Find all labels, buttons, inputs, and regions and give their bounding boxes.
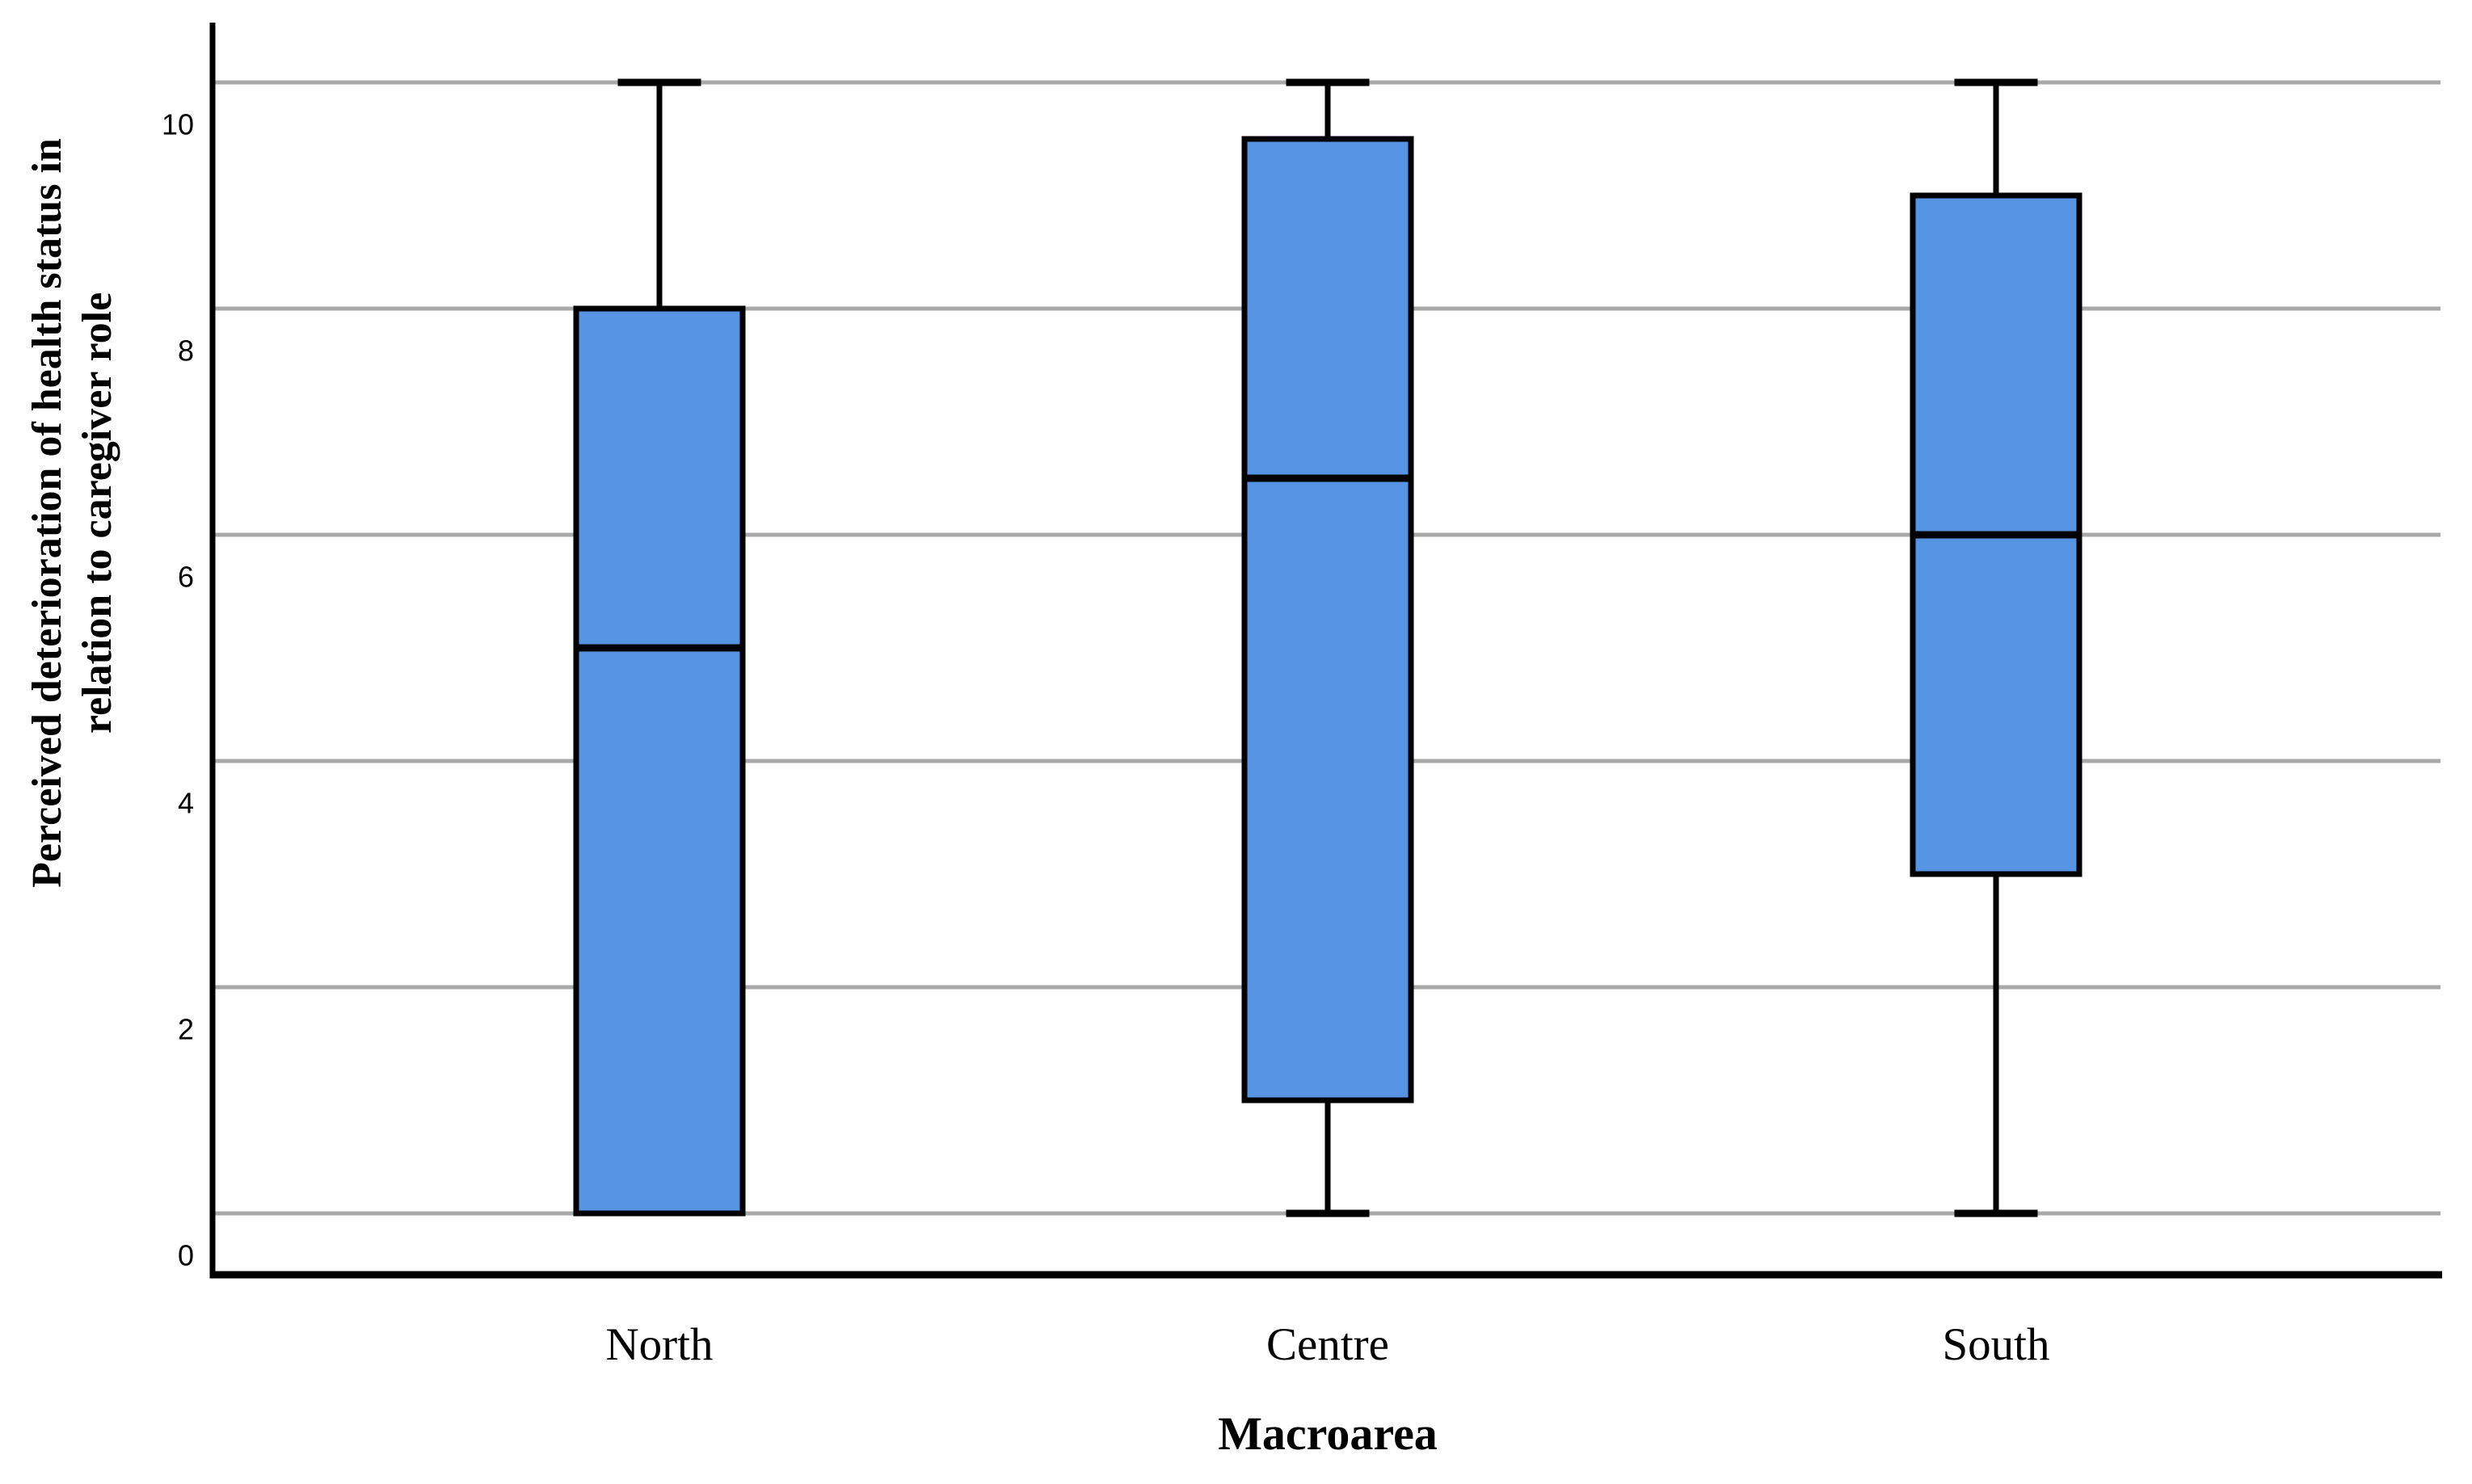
box-centre (1241, 136, 1414, 1104)
y-tick-label: 8 (178, 334, 194, 368)
category-label-north: North (605, 1319, 714, 1370)
y-tick-label: 6 (178, 561, 194, 594)
category-label-centre: Centre (1266, 1319, 1389, 1370)
y-tick-label: 2 (178, 1013, 194, 1046)
y-axis-title-line2: relation to caregiver role (74, 292, 120, 734)
y-tick-label: 10 (162, 108, 194, 141)
y-axis-title: Perceived deterioration of health status… (23, 28, 128, 998)
y-axis-title-line1: Perceived deterioration of health status… (24, 138, 70, 888)
y-tick-label: 4 (178, 787, 194, 820)
category-label-south: South (1942, 1319, 2050, 1370)
box-north (573, 305, 746, 1217)
y-tick-label: 0 (178, 1239, 194, 1272)
x-axis-title: Macroarea (1218, 1407, 1438, 1460)
